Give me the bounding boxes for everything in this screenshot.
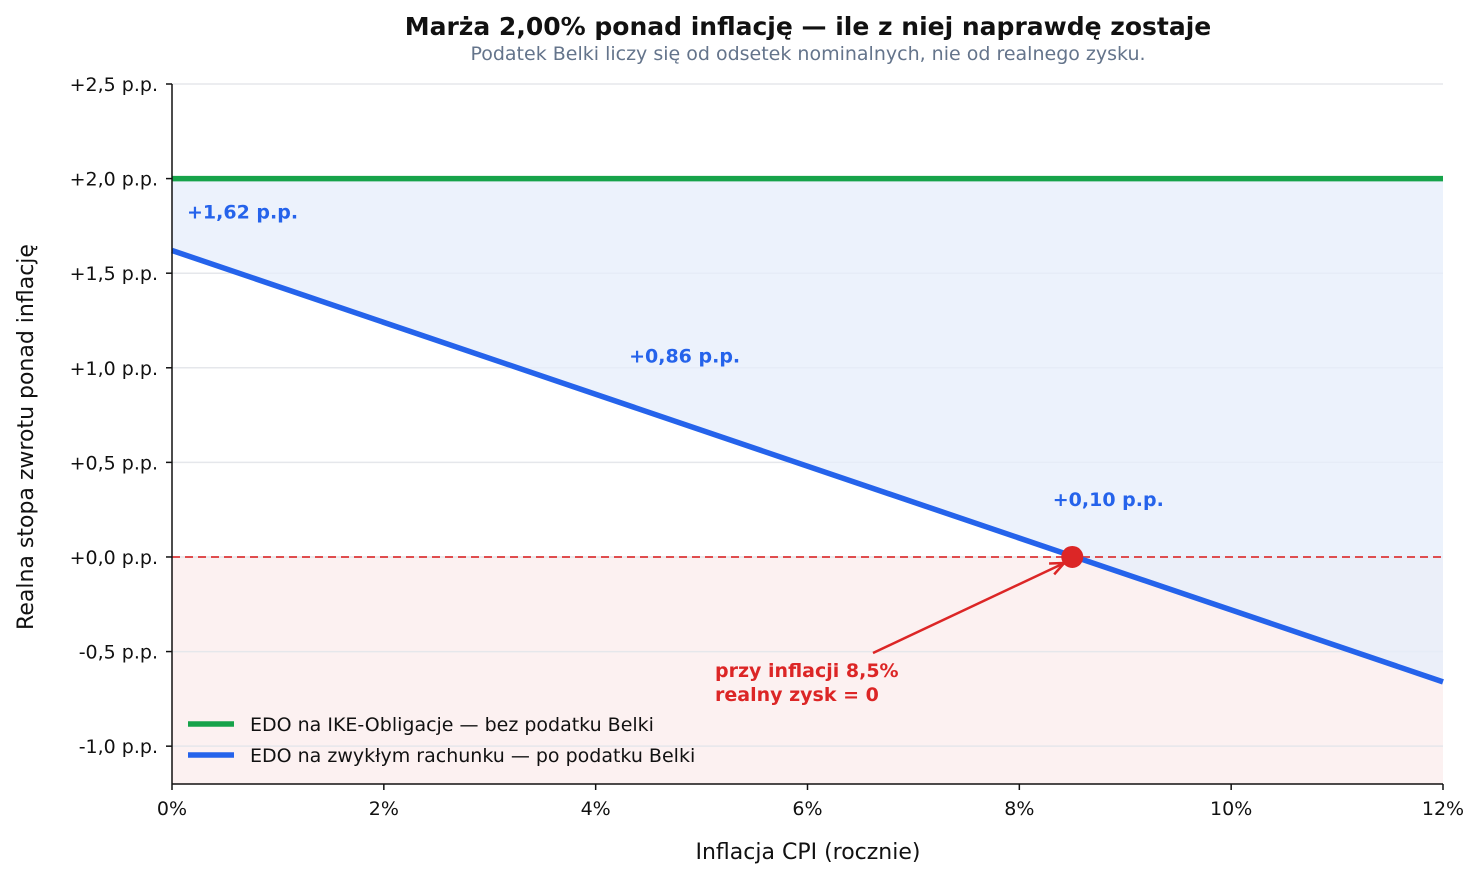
breakeven-point — [1061, 545, 1084, 568]
x-axis-label: Inflacja CPI (rocznie) — [696, 840, 921, 865]
x-tick-label: 12% — [1422, 798, 1464, 820]
data-label: +0,10 p.p. — [1053, 489, 1164, 511]
x-tick-label: 8% — [1004, 798, 1034, 820]
legend-label: EDO na IKE-Obligacje — bez podatku Belki — [250, 714, 654, 736]
x-tick-label: 6% — [792, 798, 822, 820]
x-tick-label: 4% — [581, 798, 611, 820]
series-lines — [171, 175, 1444, 685]
x-tick-label: 2% — [369, 798, 399, 820]
annotation-text: realny zysk = 0 — [715, 684, 879, 706]
data-label: +0,86 p.p. — [629, 345, 740, 367]
breakeven-annotation: przy inflacji 8,5%realny zysk = 0 — [715, 545, 1084, 706]
annotation-text: przy inflacji 8,5% — [715, 660, 899, 682]
x-tick-label: 0% — [157, 798, 187, 820]
y-tick-label: +2,5 p.p. — [70, 74, 158, 96]
chart-subtitle: Podatek Belki liczy się od odsetek nomin… — [470, 43, 1145, 65]
annotation-arrow-line — [872, 561, 1065, 655]
y-tick-label: +1,5 p.p. — [70, 263, 158, 285]
axes: +2,5 p.p. +2,0 p.p. +1,5 p.p. +1,0 p.p. +0,5… — [70, 74, 1465, 820]
y-tick-label: +2,0 p.p. — [70, 169, 158, 191]
y-tick-label: -0,5 p.p. — [79, 642, 158, 664]
data-label: +1,62 p.p. — [187, 201, 298, 223]
y-tick-label: +0,5 p.p. — [70, 452, 158, 474]
data-labels: +1,62 p.p. +0,86 p.p. +0,10 p.p. — [187, 201, 1164, 511]
y-tick-label: +1,0 p.p. — [70, 358, 158, 380]
chart-title: Marża 2,00% ponad inflację — ile z niej … — [405, 12, 1212, 41]
series-line-taxed — [171, 247, 1444, 685]
y-tick-label: +0,0 p.p. — [70, 547, 158, 569]
legend: EDO na IKE-Obligacje — bez podatku Belki… — [188, 714, 695, 767]
y-axis-label: Realna stopa zwrotu ponad inflację — [14, 244, 39, 630]
y-tick-label: -1,0 p.p. — [79, 736, 158, 758]
x-tick-label: 10% — [1210, 798, 1252, 820]
legend-label: EDO na zwykłym rachunku — po podatku Bel… — [250, 745, 695, 767]
